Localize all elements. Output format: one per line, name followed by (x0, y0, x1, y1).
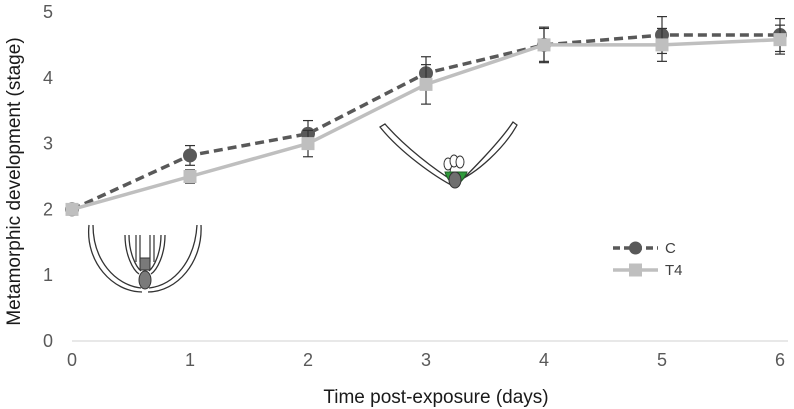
data-point (537, 38, 551, 52)
legend-marker (629, 241, 642, 255)
series-c (65, 16, 787, 217)
series-t4 (65, 24, 787, 216)
data-point (773, 33, 787, 47)
x-tick-label: 0 (67, 350, 77, 370)
series-layer (65, 16, 787, 217)
x-axis-title: Time post-exposure (days) (323, 387, 548, 408)
y-tick-label: 5 (43, 2, 53, 22)
y-tick-label: 3 (43, 134, 53, 154)
legend-marker (629, 263, 642, 277)
legend-label-c: C (665, 240, 676, 257)
x-tick-label: 5 (657, 350, 667, 370)
axes: 0 1 2 3 4 5 6 0 1 2 3 4 5 Time post-exposure (days) Me… (4, 2, 788, 408)
data-point (183, 148, 197, 163)
y-tick-label: 0 (43, 331, 53, 351)
tadpole-early-stage-icon (88, 224, 202, 293)
data-point (65, 202, 79, 216)
y-tick-label: 4 (43, 68, 53, 88)
data-point (655, 38, 669, 52)
data-point (183, 170, 197, 183)
illustrations (88, 121, 518, 293)
x-tick-label: 1 (185, 350, 195, 370)
x-tick-label: 4 (539, 350, 549, 370)
x-tick-label: 6 (775, 350, 785, 370)
y-tick-label: 1 (43, 265, 53, 285)
legend-label-t4: T4 (665, 262, 683, 279)
y-tick-label: 2 (43, 199, 53, 219)
x-tick-label: 3 (421, 350, 431, 370)
data-point (301, 137, 315, 151)
y-axis-title: Metamorphic development (stage) (4, 37, 25, 325)
legend: C T4 (613, 240, 683, 279)
tadpole-metamorphosis-stage-icon (379, 121, 518, 189)
data-point (419, 77, 433, 91)
x-tick-label: 2 (303, 350, 313, 370)
